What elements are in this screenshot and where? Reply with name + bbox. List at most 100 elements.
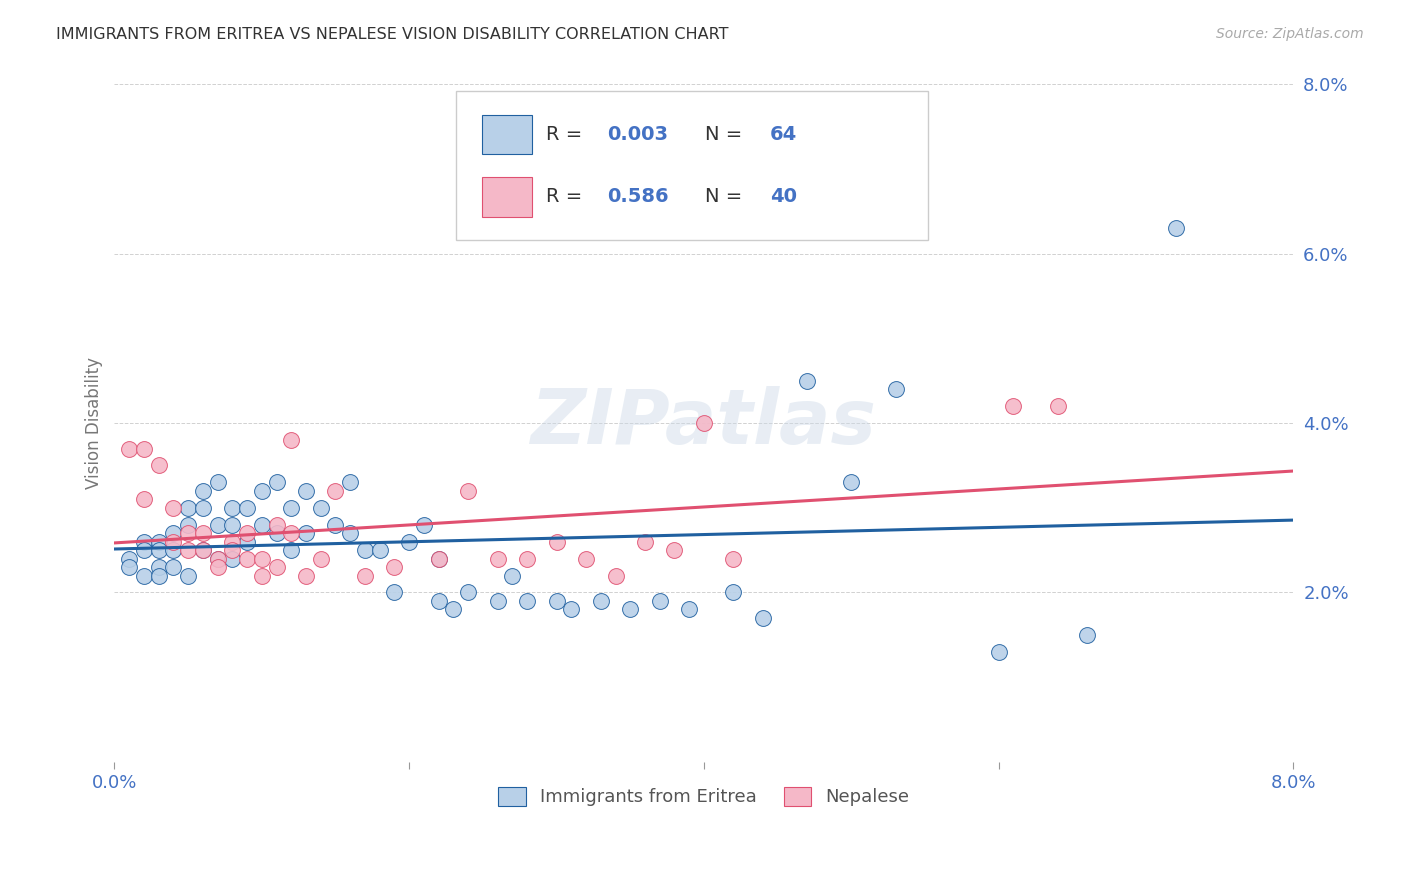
- Point: [427, 551, 450, 566]
- FancyBboxPatch shape: [482, 178, 531, 217]
- Point: [177, 568, 200, 582]
- Point: [191, 543, 214, 558]
- Point: [560, 602, 582, 616]
- Point: [162, 500, 184, 515]
- Point: [678, 602, 700, 616]
- Point: [1002, 399, 1025, 413]
- Point: [148, 560, 170, 574]
- Point: [177, 517, 200, 532]
- Point: [723, 585, 745, 599]
- Text: 40: 40: [770, 187, 797, 206]
- Point: [1164, 221, 1187, 235]
- Point: [368, 543, 391, 558]
- Text: ZIPatlas: ZIPatlas: [531, 386, 877, 460]
- Point: [427, 594, 450, 608]
- FancyBboxPatch shape: [482, 115, 531, 154]
- Text: N =: N =: [706, 187, 748, 206]
- Point: [162, 543, 184, 558]
- Point: [516, 594, 538, 608]
- Point: [457, 483, 479, 498]
- Point: [457, 585, 479, 599]
- Point: [250, 483, 273, 498]
- Point: [295, 526, 318, 541]
- Point: [339, 475, 361, 490]
- Point: [354, 543, 377, 558]
- Point: [634, 534, 657, 549]
- Point: [118, 560, 141, 574]
- Point: [162, 560, 184, 574]
- Point: [236, 526, 259, 541]
- Point: [309, 551, 332, 566]
- Point: [207, 560, 229, 574]
- Point: [693, 416, 716, 430]
- Y-axis label: Vision Disability: Vision Disability: [86, 357, 103, 489]
- Point: [501, 568, 523, 582]
- Point: [177, 500, 200, 515]
- Point: [884, 382, 907, 396]
- Point: [191, 543, 214, 558]
- Text: R =: R =: [546, 125, 589, 145]
- Point: [280, 543, 302, 558]
- Point: [987, 645, 1010, 659]
- Point: [384, 560, 406, 574]
- Text: 64: 64: [770, 125, 797, 145]
- Point: [132, 442, 155, 456]
- Point: [236, 500, 259, 515]
- Point: [752, 611, 775, 625]
- Point: [177, 543, 200, 558]
- Point: [148, 568, 170, 582]
- Point: [221, 543, 243, 558]
- Point: [1076, 628, 1098, 642]
- Point: [339, 526, 361, 541]
- Point: [250, 568, 273, 582]
- Point: [132, 492, 155, 507]
- Point: [177, 526, 200, 541]
- Point: [191, 500, 214, 515]
- Point: [266, 517, 288, 532]
- Point: [546, 534, 568, 549]
- Point: [309, 500, 332, 515]
- Point: [441, 602, 464, 616]
- Point: [839, 475, 862, 490]
- Point: [148, 543, 170, 558]
- Point: [207, 475, 229, 490]
- Point: [295, 568, 318, 582]
- Point: [148, 458, 170, 473]
- Point: [132, 568, 155, 582]
- Point: [191, 526, 214, 541]
- Point: [398, 534, 420, 549]
- Point: [384, 585, 406, 599]
- Point: [664, 543, 686, 558]
- Point: [486, 551, 509, 566]
- Point: [207, 551, 229, 566]
- Text: N =: N =: [706, 125, 748, 145]
- Point: [575, 551, 598, 566]
- Point: [486, 594, 509, 608]
- Text: 0.586: 0.586: [607, 187, 669, 206]
- Point: [266, 526, 288, 541]
- Point: [723, 551, 745, 566]
- Point: [605, 568, 627, 582]
- Point: [118, 551, 141, 566]
- Text: R =: R =: [546, 187, 589, 206]
- Point: [162, 526, 184, 541]
- Point: [280, 526, 302, 541]
- Legend: Immigrants from Eritrea, Nepalese: Immigrants from Eritrea, Nepalese: [491, 780, 917, 814]
- Point: [354, 568, 377, 582]
- Point: [516, 551, 538, 566]
- Point: [280, 500, 302, 515]
- Point: [148, 534, 170, 549]
- Point: [589, 594, 612, 608]
- Point: [250, 551, 273, 566]
- Text: Source: ZipAtlas.com: Source: ZipAtlas.com: [1216, 27, 1364, 41]
- Point: [207, 517, 229, 532]
- Point: [648, 594, 671, 608]
- Point: [207, 551, 229, 566]
- Point: [325, 483, 347, 498]
- Point: [250, 517, 273, 532]
- Point: [266, 475, 288, 490]
- Text: IMMIGRANTS FROM ERITREA VS NEPALESE VISION DISABILITY CORRELATION CHART: IMMIGRANTS FROM ERITREA VS NEPALESE VISI…: [56, 27, 728, 42]
- Point: [266, 560, 288, 574]
- Point: [236, 534, 259, 549]
- Point: [427, 551, 450, 566]
